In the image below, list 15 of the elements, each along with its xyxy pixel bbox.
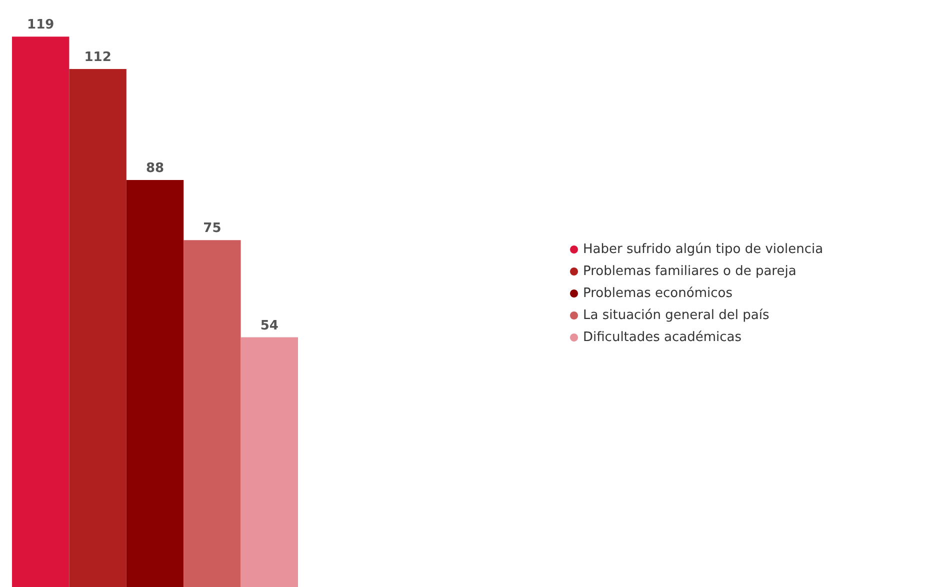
bar (240, 337, 298, 587)
data-label: 112 (84, 50, 112, 65)
bar (126, 180, 184, 587)
bar (69, 69, 126, 587)
legend-label: Dificultades académicas (583, 330, 742, 345)
data-label: 75 (203, 221, 222, 236)
legend-label: La situación general del país (583, 308, 770, 323)
data-label: 88 (146, 161, 164, 176)
legend-label: Haber sufrido algún tipo de violencia (583, 242, 824, 257)
bar (12, 36, 70, 587)
data-label: 119 (27, 18, 54, 33)
data-label: 54 (260, 318, 278, 334)
legend-label: Problemas familiares o de pareja (583, 264, 796, 279)
bar (184, 240, 241, 587)
legend-label: Problemas económicos (583, 286, 733, 301)
